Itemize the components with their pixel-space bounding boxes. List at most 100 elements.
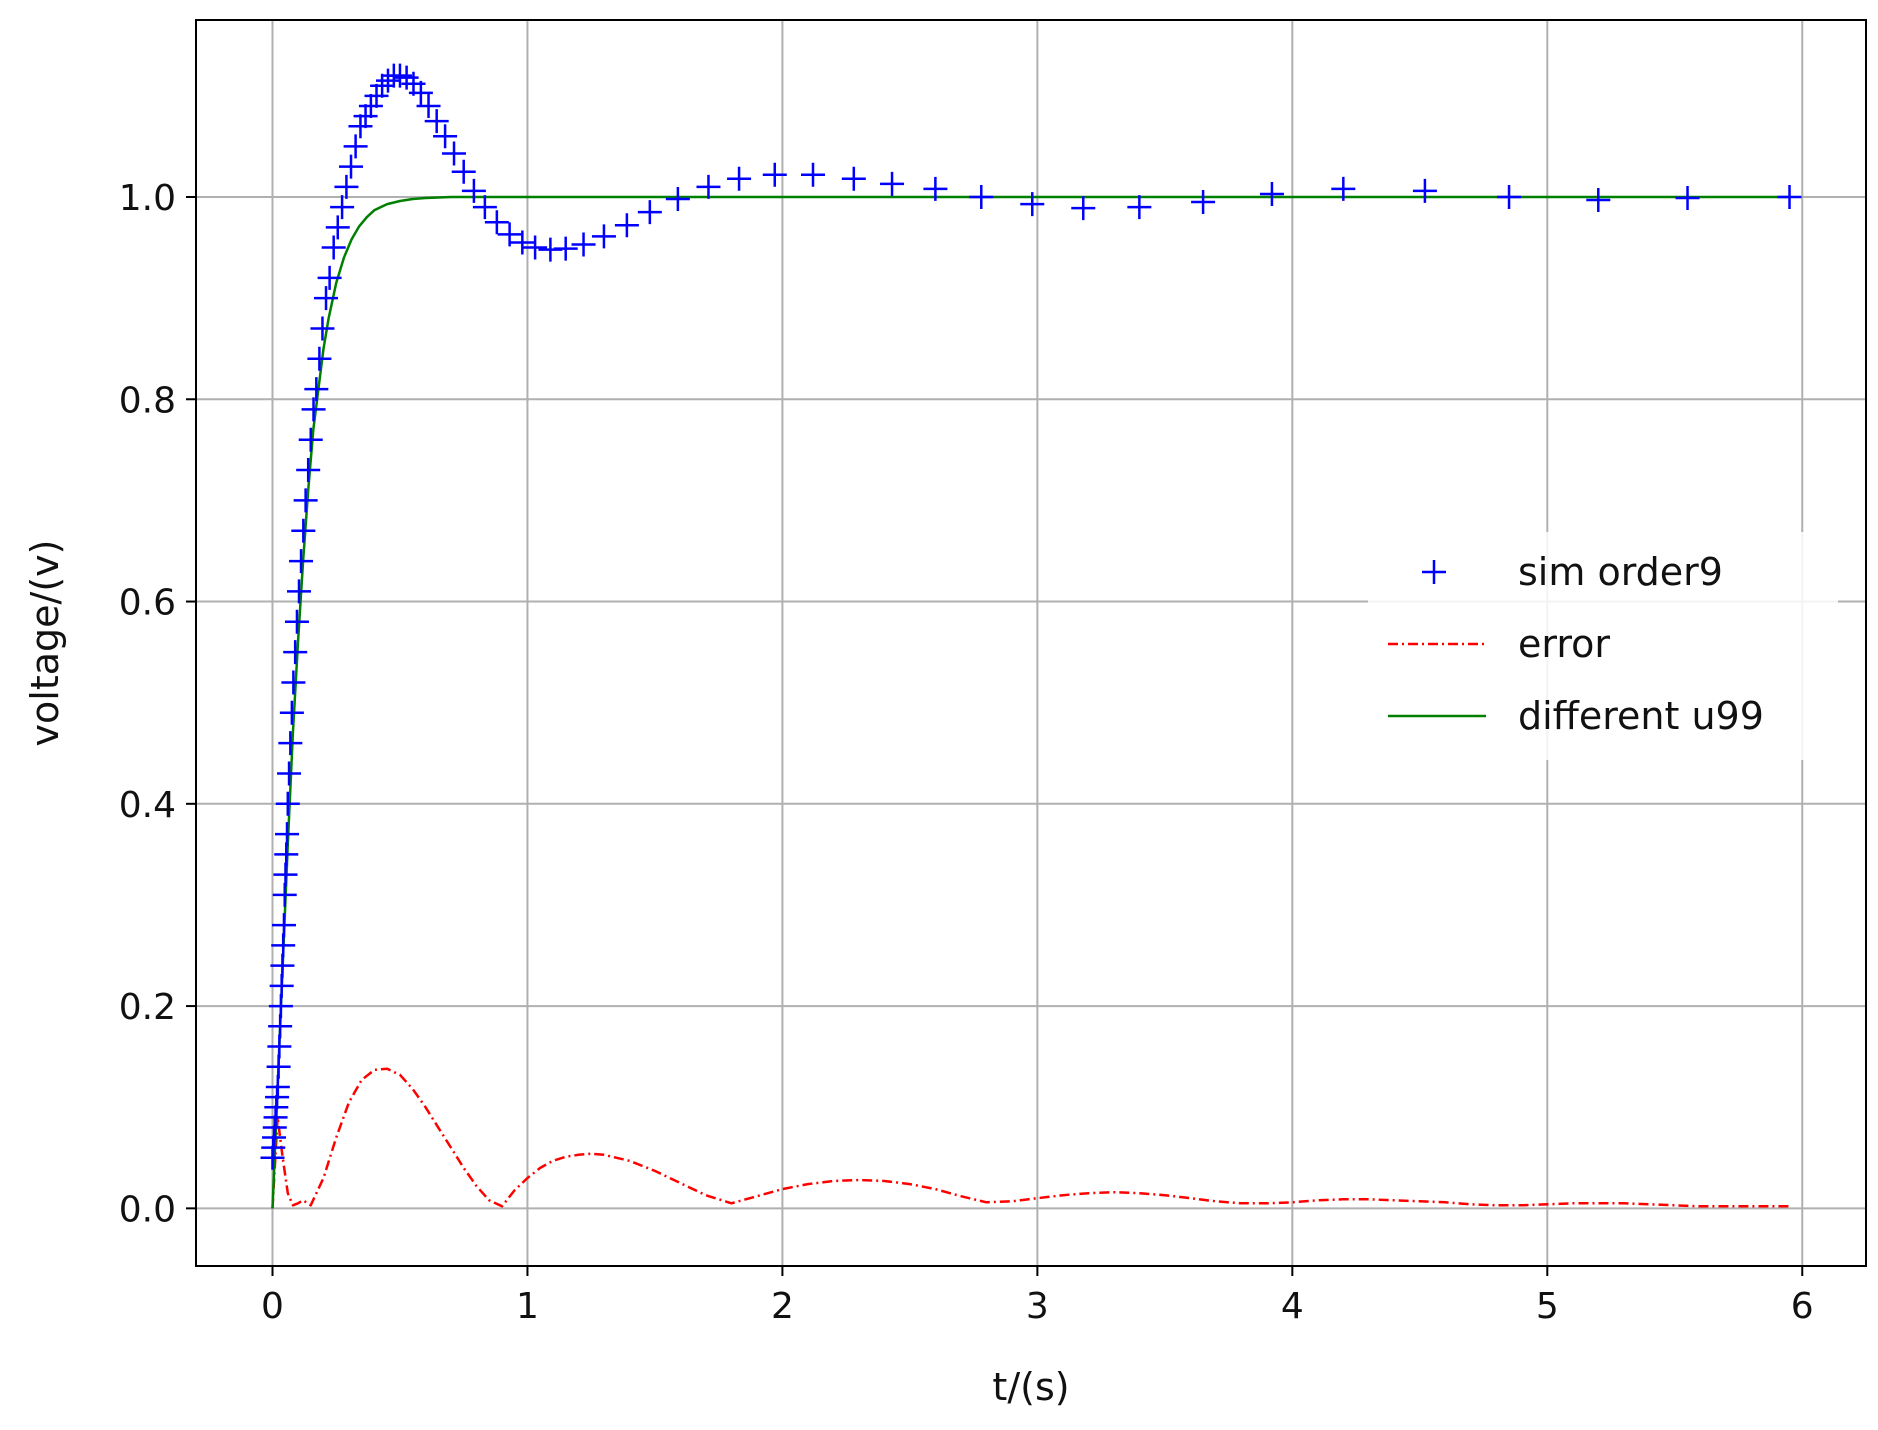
- sim-point: [1071, 196, 1096, 221]
- sim-point: [267, 1034, 292, 1059]
- sim-point: [283, 640, 308, 665]
- legend-item: different u99: [1388, 694, 1764, 738]
- y-axis-ticks: 0.0 0.2 0.4 0.6 0.8 1.0: [119, 178, 196, 1230]
- sim-point: [266, 1054, 291, 1079]
- sim-point: [275, 791, 300, 816]
- sim-point: [272, 882, 297, 907]
- sim-point: [287, 579, 312, 604]
- sim-point: [510, 230, 535, 255]
- sim-point: [433, 124, 458, 149]
- sim-point: [274, 842, 299, 867]
- sim-point: [348, 114, 373, 139]
- sim-point: [1777, 184, 1802, 209]
- x-axis-ticks: 0 1 2 3 4 5 6: [261, 1266, 1814, 1327]
- plot-frame: [195, 19, 1867, 1267]
- legend-item: error: [1388, 622, 1610, 666]
- sim-point: [301, 397, 326, 422]
- series-different-u99: [271, 195, 1790, 1209]
- sim-point: [472, 195, 497, 220]
- sim-point: [591, 224, 616, 249]
- sim-point: [343, 134, 368, 159]
- sim-point: [801, 162, 826, 187]
- sim-point: [339, 154, 364, 179]
- series-sim-order9: [260, 63, 1802, 1170]
- sim-point: [1020, 192, 1045, 217]
- legend-label: error: [1518, 622, 1610, 666]
- sim-point: [841, 166, 866, 191]
- sim-point: [277, 761, 302, 786]
- sim-point: [296, 458, 321, 483]
- sim-point: [364, 83, 389, 108]
- sim-point: [271, 933, 296, 958]
- sim-point: [461, 178, 486, 203]
- sim-point: [375, 68, 400, 93]
- x-tick-label: 0: [261, 1286, 284, 1327]
- sim-point: [278, 731, 303, 756]
- y-axis-title: voltage/(v): [23, 540, 67, 747]
- sim-point: [665, 187, 690, 212]
- sim-point: [275, 822, 300, 847]
- sim-point: [289, 549, 314, 574]
- sim-point: [451, 159, 476, 184]
- y-tick-label: 0.8: [119, 380, 176, 421]
- y-tick-label: 1.0: [119, 178, 176, 219]
- sim-point: [497, 222, 522, 247]
- sim-point: [523, 235, 548, 260]
- sim-point: [325, 215, 350, 240]
- sim-point: [291, 518, 316, 543]
- sim-point: [571, 232, 596, 257]
- sim-point: [394, 65, 419, 90]
- x-tick-label: 4: [1281, 1286, 1304, 1327]
- sim-point: [408, 80, 433, 105]
- sim-point: [279, 700, 304, 725]
- legend-label: different u99: [1518, 694, 1764, 738]
- sim-point: [304, 377, 329, 402]
- sim-point: [553, 236, 578, 261]
- sim-point: [1127, 195, 1152, 220]
- legend-background: [1368, 532, 1838, 760]
- y-tick-label: 0.2: [119, 987, 176, 1028]
- legend-label: sim order9: [1518, 550, 1723, 594]
- sim-point: [484, 210, 509, 235]
- sim-point: [370, 73, 395, 98]
- sim-point: [317, 265, 342, 290]
- sim-point: [271, 913, 296, 938]
- y-tick-label: 0.6: [119, 583, 176, 624]
- sim-point: [1191, 190, 1216, 215]
- sim-point: [314, 286, 339, 311]
- sim-point: [637, 200, 662, 225]
- sim-point: [1586, 188, 1611, 213]
- sim-point: [442, 141, 467, 166]
- sim-point: [334, 174, 359, 199]
- sim-point: [298, 427, 323, 452]
- sim-point: [273, 862, 298, 887]
- y-tick-label: 0.0: [119, 1189, 176, 1230]
- sim-point: [270, 953, 295, 978]
- sim-point: [284, 609, 309, 634]
- sim-point: [321, 235, 346, 260]
- sim-point: [268, 994, 293, 1019]
- sim-point: [268, 1014, 293, 1039]
- sim-point: [265, 1074, 290, 1099]
- sim-point: [269, 973, 294, 998]
- sim-point: [762, 162, 787, 187]
- x-tick-label: 5: [1536, 1286, 1559, 1327]
- x-tick-label: 3: [1026, 1286, 1049, 1327]
- legend-item: sim order9: [1422, 550, 1723, 594]
- sim-point: [387, 63, 412, 88]
- sim-point: [727, 166, 752, 191]
- sim-point: [310, 316, 335, 341]
- sim-point: [923, 176, 948, 201]
- sim-point: [1331, 176, 1356, 201]
- sim-point: [614, 213, 639, 238]
- sim-point: [1497, 184, 1522, 209]
- sim-point: [1412, 178, 1437, 203]
- sim-point: [358, 93, 383, 118]
- y-tick-label: 0.4: [119, 785, 176, 826]
- sim-point: [1675, 186, 1700, 210]
- sim-point: [307, 346, 332, 371]
- sim-point: [424, 109, 449, 134]
- sim-point: [880, 171, 905, 196]
- sim-point: [1259, 181, 1284, 206]
